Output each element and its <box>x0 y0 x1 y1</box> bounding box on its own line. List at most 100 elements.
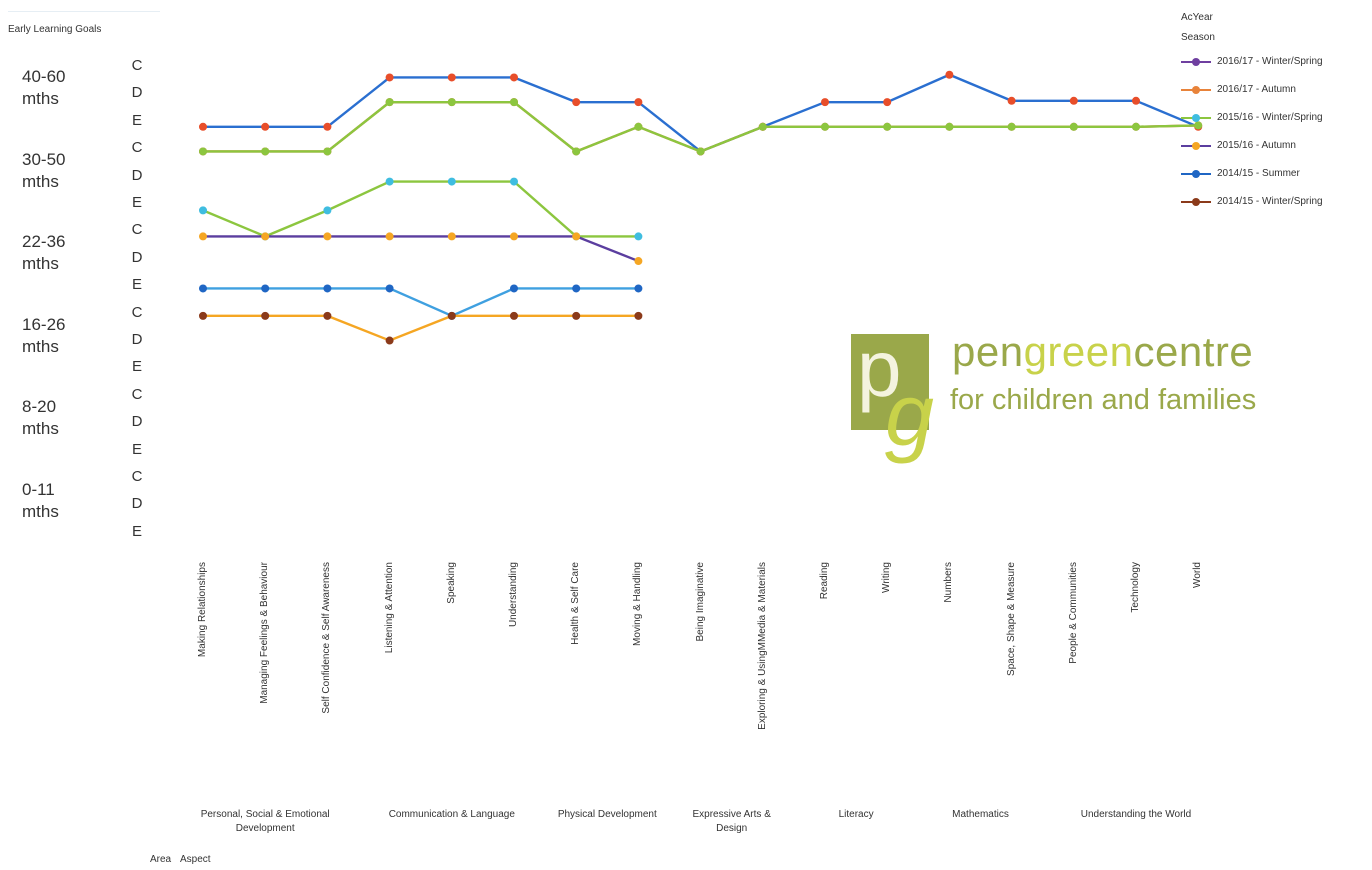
data-point <box>385 73 394 82</box>
x-aspect-label: Speaking <box>445 562 457 604</box>
data-point <box>696 147 705 156</box>
y-grade-label: E <box>131 194 142 211</box>
data-point <box>510 311 518 320</box>
data-point <box>385 177 394 186</box>
legend-items: 2016/17 - Winter/Spring 2016/17 - Autumn 2… <box>1181 48 1323 216</box>
x-aspect-label: Self Confidence & Self Awareness <box>321 562 333 714</box>
x-aspect-label: Exploring & UsingMMedia & Materials <box>756 562 768 730</box>
legend-item: 2015/16 - Winter/Spring <box>1181 104 1323 132</box>
y-stage-label: 22-36 mths <box>22 232 66 274</box>
data-point <box>821 122 829 131</box>
data-point <box>1069 122 1078 131</box>
logo-box <box>851 334 929 430</box>
legend-swatch-marker <box>1192 170 1200 178</box>
data-point <box>510 284 518 293</box>
x-aspect-label: World <box>1192 562 1204 588</box>
x-aspect-label: Listening & Attention <box>383 562 395 654</box>
series-line-group <box>199 232 643 266</box>
legend-label: 2014/15 - Winter/Spring <box>1217 196 1323 207</box>
data-point <box>447 311 456 320</box>
data-point <box>199 147 207 156</box>
y-grade-label: E <box>131 358 142 376</box>
data-point <box>323 311 332 320</box>
y-grade-label: C <box>131 221 143 239</box>
data-point <box>1132 96 1140 105</box>
data-point <box>634 98 643 107</box>
data-point <box>883 122 892 131</box>
y-grade-label: C <box>131 385 143 403</box>
data-point <box>199 206 207 215</box>
data-point <box>323 206 332 215</box>
legend-label: 2015/16 - Winter/Spring <box>1217 112 1323 123</box>
data-point <box>447 232 456 241</box>
series-line <box>203 73 1199 153</box>
series-line-group <box>199 98 1203 156</box>
x-aspect-label: Being Imaginative <box>694 562 706 642</box>
x-aspect-label: Health & Self Care <box>570 562 582 645</box>
data-point <box>385 98 394 107</box>
data-point <box>261 147 270 156</box>
legend-label: 2015/16 - Autumn <box>1217 140 1296 151</box>
y-stage-label: 40-60 mths <box>22 67 66 108</box>
y-grade-label: C <box>131 139 143 157</box>
data-point <box>323 147 332 156</box>
legend-swatch-marker <box>1192 58 1200 66</box>
legend-swatch-marker <box>1192 142 1200 150</box>
y-stage-label: 8-20 mths <box>22 397 59 439</box>
series-line <box>202 180 639 238</box>
y-grade-label: D <box>131 331 143 348</box>
data-point <box>385 284 394 293</box>
legend-swatch-marker <box>1192 114 1200 122</box>
chart-title: Early Learning Goals <box>8 24 102 35</box>
data-point <box>261 284 270 293</box>
series-line-group <box>199 311 643 345</box>
legend-label: 2014/15 - Summer <box>1217 168 1300 179</box>
logo-word-centre: centre <box>1133 328 1254 375</box>
series-line <box>203 287 639 318</box>
x-aspect-label: Understanding <box>508 562 519 628</box>
legend-swatch-marker <box>1192 86 1200 94</box>
legend-label: 2016/17 - Winter/Spring <box>1217 56 1323 67</box>
data-point <box>510 177 518 186</box>
y-grade-label: E <box>131 276 142 294</box>
x-aspect-label: People & Communities <box>1067 562 1079 664</box>
data-point <box>199 122 207 131</box>
legend-item: 2016/17 - Autumn <box>1181 76 1323 104</box>
logo-letter-p: p <box>857 324 902 413</box>
x-area-label: Expressive Arts & Design <box>692 809 771 834</box>
data-point <box>1007 96 1016 105</box>
footer-aspect-label: Aspect <box>180 854 211 865</box>
x-area-label: Understanding the World <box>1080 809 1192 820</box>
data-point <box>261 232 270 241</box>
y-grade-label: C <box>131 303 143 321</box>
data-point <box>510 73 518 82</box>
series-line <box>203 100 1199 153</box>
data-point <box>945 70 954 79</box>
y-grade-label: E <box>131 440 142 458</box>
series-line <box>203 314 639 342</box>
legend-header-acyear: AcYear <box>1181 12 1213 23</box>
data-point <box>758 122 767 131</box>
x-aspect-label: Writing <box>881 562 893 593</box>
x-aspect-label: Space, Shape & Measure <box>1005 562 1017 676</box>
x-area-label: Communication & Language <box>388 809 515 820</box>
x-area-label: Literacy <box>838 809 874 820</box>
data-point <box>1194 121 1203 130</box>
data-point <box>385 232 394 241</box>
data-point <box>883 98 892 107</box>
data-point <box>572 147 581 156</box>
chart-legend: AcYear Season 2016/17 - Winter/Spring 201… <box>1181 8 1323 216</box>
x-area-label: Personal, Social & Emotional Development <box>200 809 330 834</box>
data-point <box>572 311 581 320</box>
y-stage-label: 30-50 mths <box>22 149 66 191</box>
y-grade-label: E <box>131 111 142 129</box>
y-grade-label: D <box>131 248 143 266</box>
y-stage-label: 16-26 mths <box>22 314 66 356</box>
top-rule <box>8 11 160 12</box>
data-point <box>385 336 394 345</box>
y-grade-label: D <box>131 166 143 184</box>
data-point <box>634 232 643 241</box>
data-point <box>510 232 518 241</box>
x-aspect-label: Reading <box>819 562 830 600</box>
